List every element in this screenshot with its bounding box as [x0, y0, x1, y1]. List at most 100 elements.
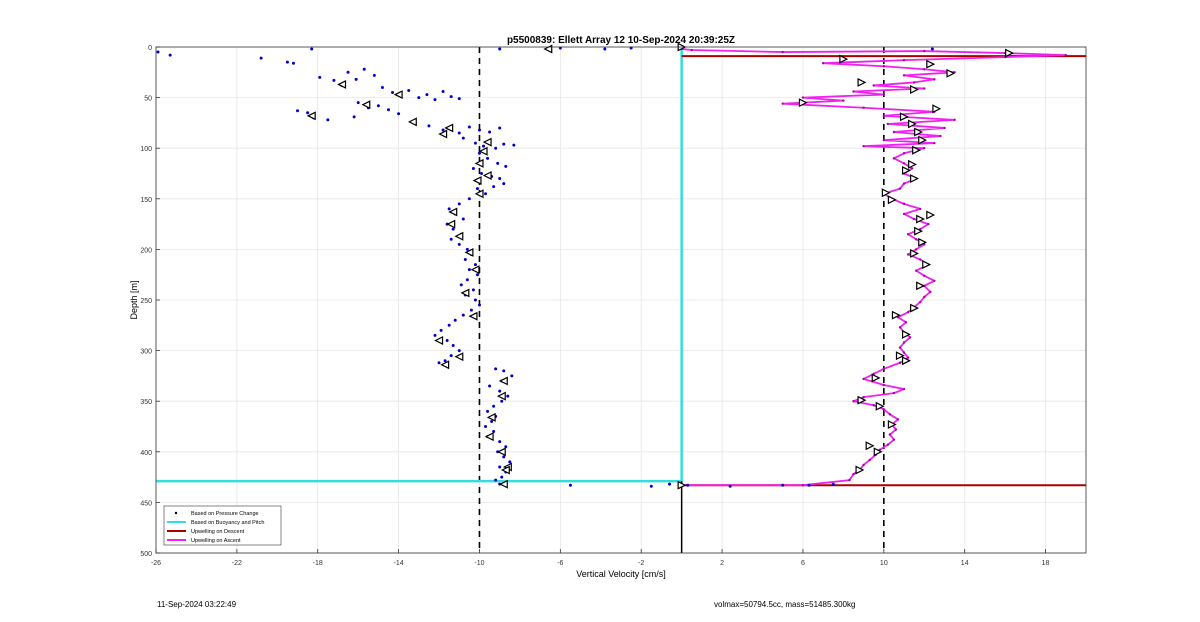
legend: Based on Pressure Change Based on Buoyanc…	[163, 505, 282, 546]
descent-marker	[470, 265, 480, 275]
descent-pressure-point	[492, 185, 496, 189]
descent-pressure-point	[488, 130, 492, 134]
descent-marker	[482, 171, 492, 180]
descent-marker	[474, 158, 484, 168]
ascent-point	[914, 269, 918, 272]
ascent-point	[896, 418, 900, 421]
ascent-point	[933, 279, 936, 282]
ascent-marker	[910, 85, 919, 94]
ascent-pressure-point	[728, 484, 732, 488]
y-tick-label: 500	[140, 551, 152, 558]
ascent-marker	[918, 135, 928, 145]
ascent-point	[801, 96, 805, 99]
descent-pressure-point	[498, 389, 502, 393]
x-tick-label: 6	[801, 560, 805, 567]
ascent-point	[888, 433, 892, 436]
descent-pressure-point	[461, 136, 465, 140]
ascent-marker	[914, 127, 924, 137]
ascent-point	[892, 157, 896, 160]
ascent-marker	[914, 226, 924, 236]
ascent-point	[939, 134, 942, 138]
descent-pressure-point	[387, 108, 390, 112]
ascent-marker	[908, 119, 917, 129]
ascent-point	[902, 74, 906, 77]
ascent-point	[908, 336, 912, 339]
ascent-point	[912, 217, 916, 221]
descent-pressure-point	[473, 141, 477, 145]
descent-pressure-point	[457, 131, 461, 135]
descent-pressure-point	[376, 104, 380, 108]
ascent-pressure-point	[781, 483, 785, 487]
descent-marker	[306, 111, 316, 121]
descent-pressure-point	[457, 349, 461, 353]
ascent-marker	[873, 447, 883, 457]
descent-pressure-point	[471, 288, 475, 292]
descent-pressure-point	[356, 101, 360, 105]
descent-pressure-point	[441, 128, 445, 132]
ascent-point	[882, 367, 886, 371]
ascent-point	[781, 102, 784, 105]
legend-entry-label: Based on Buoyancy and Pitch	[191, 520, 264, 526]
x-tick-label: 2	[720, 560, 724, 567]
axes: -26 -22 -18 -14 -10 -6 -2 2 6 10 14 180501001502002…	[140, 45, 1087, 567]
ascent-point	[943, 126, 946, 130]
ascent-pressure-point	[686, 483, 690, 487]
descent-pressure-point	[603, 47, 607, 51]
y-tick-label: 0	[148, 45, 152, 52]
ascent-point	[852, 400, 855, 403]
descent-pressure-point	[332, 78, 336, 82]
ascent-point	[868, 458, 871, 462]
ascent-marker	[875, 401, 885, 411]
descent-pressure-point	[326, 118, 330, 122]
descent-pressure-point	[492, 430, 496, 434]
descent-pressure-point	[449, 354, 453, 358]
x-tick-label: -14	[394, 560, 404, 567]
ascent-marker	[908, 159, 917, 169]
ascent-marker	[899, 112, 909, 122]
descent-marker	[498, 376, 508, 386]
ascent-point	[902, 152, 906, 155]
ascent-point	[862, 144, 865, 148]
ascent-point	[902, 202, 906, 206]
descent-pressure-point	[457, 202, 461, 206]
ascent-point	[923, 68, 926, 71]
ascent-point	[801, 483, 805, 487]
x-tick-label: -18	[313, 560, 323, 567]
ascent-point	[902, 212, 906, 216]
descent-pressure-point	[488, 384, 492, 388]
ascent-point	[923, 87, 926, 90]
ascent-marker	[857, 77, 867, 87]
descent-pressure-point	[504, 445, 508, 449]
ascent-point	[852, 90, 855, 93]
ascent-point	[953, 118, 956, 122]
ascent-point	[898, 346, 902, 349]
x-tick-label: -26	[151, 560, 161, 567]
descent-pressure-point	[484, 192, 488, 196]
ascent-point	[902, 58, 906, 62]
y-tick-label: 150	[140, 197, 152, 204]
ascent-marker	[926, 59, 936, 69]
y-axis-label: Depth [m]	[129, 280, 139, 319]
ascent-point	[906, 310, 910, 314]
y-tick-label: 100	[140, 146, 152, 153]
descent-pressure-point	[477, 151, 481, 155]
descent-pressure-point	[496, 161, 500, 165]
ascent-marker	[1005, 48, 1015, 58]
ascent-point	[906, 356, 910, 359]
y-tick-label: 250	[140, 298, 152, 305]
descent-marker	[464, 247, 474, 257]
ascent-point	[902, 341, 906, 344]
ascent-point	[821, 61, 825, 65]
ascent-point	[882, 383, 886, 387]
ascent-point	[872, 404, 875, 407]
x-tick-label: -2	[638, 560, 644, 567]
descent-pressure-point	[310, 47, 314, 51]
legend-entry-label: Based on Pressure Change	[191, 511, 259, 517]
descent-pressure-point	[512, 143, 516, 147]
descent-marker	[460, 288, 470, 298]
descent-pressure-point	[469, 308, 473, 312]
ascent-point	[923, 49, 926, 53]
ascent-marker	[901, 329, 911, 339]
ascent-point	[919, 258, 922, 261]
descent-marker	[434, 336, 444, 345]
